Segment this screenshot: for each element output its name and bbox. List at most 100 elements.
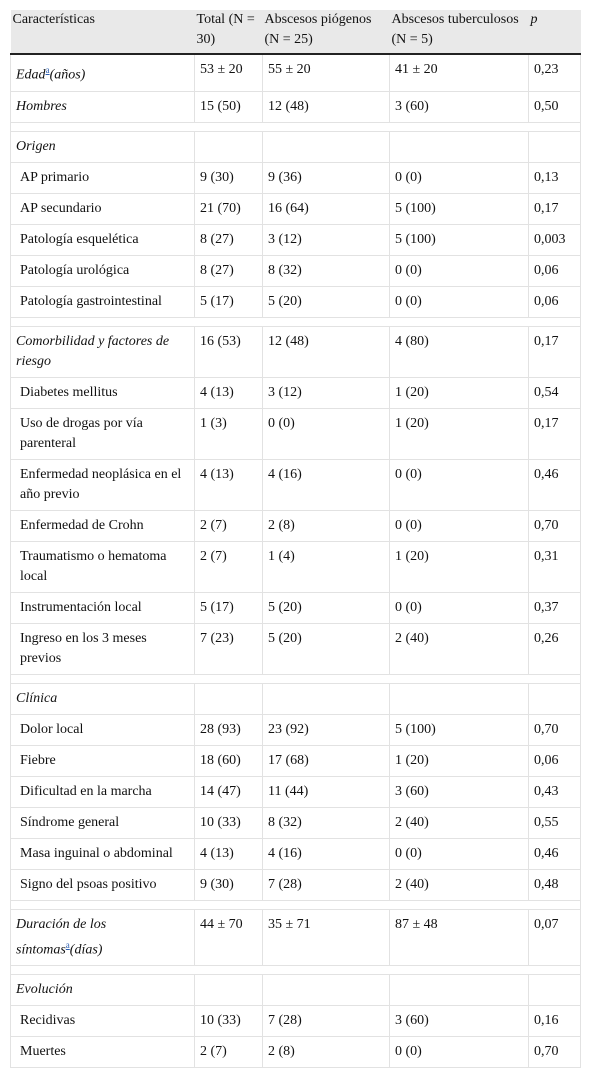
spacer-cell — [10, 121, 581, 132]
row-label-cell: Dificultad en la marcha — [10, 775, 195, 808]
value-cell: 18 (60) — [194, 744, 263, 777]
footnote-link[interactable]: a — [45, 65, 50, 75]
footnote-link[interactable]: a — [65, 939, 70, 950]
table-row: Evolución — [10, 974, 581, 1007]
value-cell: 0 (0) — [389, 161, 529, 194]
row-label-cell: Enfermedad de Crohn — [10, 509, 195, 542]
value-cell: 0,23 — [528, 53, 581, 92]
row-label: Masa inguinal o abdominal — [20, 845, 173, 861]
empty-cell — [194, 682, 263, 715]
empty-cell — [389, 974, 529, 1007]
value-cell: 0,06 — [528, 744, 581, 777]
value-cell: 0,26 — [528, 622, 581, 675]
row-label: Dolor local — [20, 721, 84, 737]
table-row: Duración de los síntomasa(días) 44 ± 70 35… — [10, 908, 581, 967]
table-row: Patología esquelética 8 (27) 3 (12) 5 (100)… — [10, 223, 581, 256]
table-row: Fiebre 18 (60) 17 (68) 1 (20) 0,06 — [10, 744, 581, 777]
data-table: Características Total (N = 30) Abscesos pi… — [10, 10, 581, 1069]
table-row: Ingreso en los 3 meses previos 7 (23) 5 (2… — [10, 622, 581, 675]
table-head: Características Total (N = 30) Abscesos pi… — [10, 10, 581, 55]
row-label: Hombres — [16, 98, 67, 114]
spacer-cell — [10, 316, 581, 327]
row-label-cell: Ingreso en los 3 meses previos — [10, 622, 195, 675]
row-label: Origen — [16, 138, 56, 154]
value-cell: 1 (20) — [389, 540, 529, 593]
value-cell: 0,17 — [528, 407, 581, 460]
row-label-cell: Masa inguinal o abdominal — [10, 837, 195, 870]
empty-cell — [194, 974, 263, 1007]
value-cell: 21 (70) — [194, 192, 263, 225]
table-row: Uso de drogas por vía parenteral 1 (3) 0 (… — [10, 407, 581, 460]
empty-cell — [194, 130, 263, 163]
table-row: Signo del psoas positivo 9 (30) 7 (28) 2 (4… — [10, 868, 581, 901]
table-row: Muertes 2 (7) 2 (8) 0 (0) 0,70 — [10, 1036, 581, 1069]
row-label-cell: Instrumentación local — [10, 591, 195, 624]
spacer-row — [10, 316, 581, 327]
spacer-row — [10, 673, 581, 684]
value-cell: 0 (0) — [389, 509, 529, 542]
value-cell: 0,003 — [528, 223, 581, 256]
spacer-cell — [10, 965, 581, 976]
value-cell: 3 (12) — [262, 376, 390, 409]
table-row: Dificultad en la marcha 14 (47) 11 (44) 3 (… — [10, 775, 581, 808]
value-cell: 0 (0) — [389, 1036, 529, 1069]
table-row: Masa inguinal o abdominal 4 (13) 4 (16) 0 (… — [10, 837, 581, 870]
value-cell: 2 (40) — [389, 806, 529, 839]
value-cell: 0,70 — [528, 713, 581, 746]
table-row: Instrumentación local 5 (17) 5 (20) 0 (0) 0,… — [10, 591, 581, 624]
spacer-cell — [10, 899, 581, 910]
value-cell: 55 ± 20 — [262, 53, 390, 92]
value-cell: 4 (13) — [194, 376, 263, 409]
value-cell: 53 ± 20 — [194, 53, 263, 92]
value-cell: 9 (36) — [262, 161, 390, 194]
value-cell: 2 (8) — [262, 1036, 390, 1069]
row-label-cell: AP secundario — [10, 192, 195, 225]
row-label: Patología gastrointestinal — [20, 293, 162, 309]
row-label-cell: Diabetes mellitus — [10, 376, 195, 409]
empty-cell — [389, 682, 529, 715]
value-cell: 4 (16) — [262, 458, 390, 511]
value-cell: 0 (0) — [389, 285, 529, 318]
value-cell: 8 (32) — [262, 254, 390, 287]
table-row: Dolor local 28 (93) 23 (92) 5 (100) 0,70 — [10, 713, 581, 746]
value-cell: 0,16 — [528, 1005, 581, 1038]
spacer-row — [10, 121, 581, 132]
row-label: Dificultad en la marcha — [20, 783, 152, 799]
value-cell: 28 (93) — [194, 713, 263, 746]
spacer-row — [10, 899, 581, 910]
table-row: AP secundario 21 (70) 16 (64) 5 (100) 0,17 — [10, 192, 581, 225]
row-label-cell: Patología urológica — [10, 254, 195, 287]
row-label: Duración de los síntomas — [16, 916, 107, 958]
value-cell: 2 (7) — [194, 540, 263, 593]
value-cell: 4 (13) — [194, 458, 263, 511]
value-cell: 0,70 — [528, 1036, 581, 1069]
row-label: Patología esquelética — [20, 231, 139, 247]
value-cell: 5 (100) — [389, 223, 529, 256]
value-cell: 0,37 — [528, 591, 581, 624]
value-cell: 4 (16) — [262, 837, 390, 870]
value-cell: 0 (0) — [389, 254, 529, 287]
header-row: Características Total (N = 30) Abscesos pi… — [10, 10, 581, 55]
row-label: Uso de drogas por vía parenteral — [20, 415, 143, 451]
value-cell: 0,13 — [528, 161, 581, 194]
row-label-cell: Hombres — [10, 90, 195, 123]
footnote-ref: a — [66, 938, 70, 951]
value-cell: 10 (33) — [194, 1005, 263, 1038]
value-cell: 8 (32) — [262, 806, 390, 839]
value-cell: 0,06 — [528, 254, 581, 287]
row-label: Diabetes mellitus — [20, 384, 118, 400]
value-cell: 2 (7) — [194, 509, 263, 542]
row-label-cell: Síndrome general — [10, 806, 195, 839]
value-cell: 0,50 — [528, 90, 581, 123]
spacer-row — [10, 965, 581, 976]
value-cell: 5 (17) — [194, 285, 263, 318]
value-cell: 1 (3) — [194, 407, 263, 460]
empty-cell — [262, 974, 390, 1007]
value-cell: 8 (27) — [194, 223, 263, 256]
value-cell: 5 (20) — [262, 591, 390, 624]
value-cell: 14 (47) — [194, 775, 263, 808]
value-cell: 9 (30) — [194, 868, 263, 901]
table-row: Origen — [10, 130, 581, 163]
